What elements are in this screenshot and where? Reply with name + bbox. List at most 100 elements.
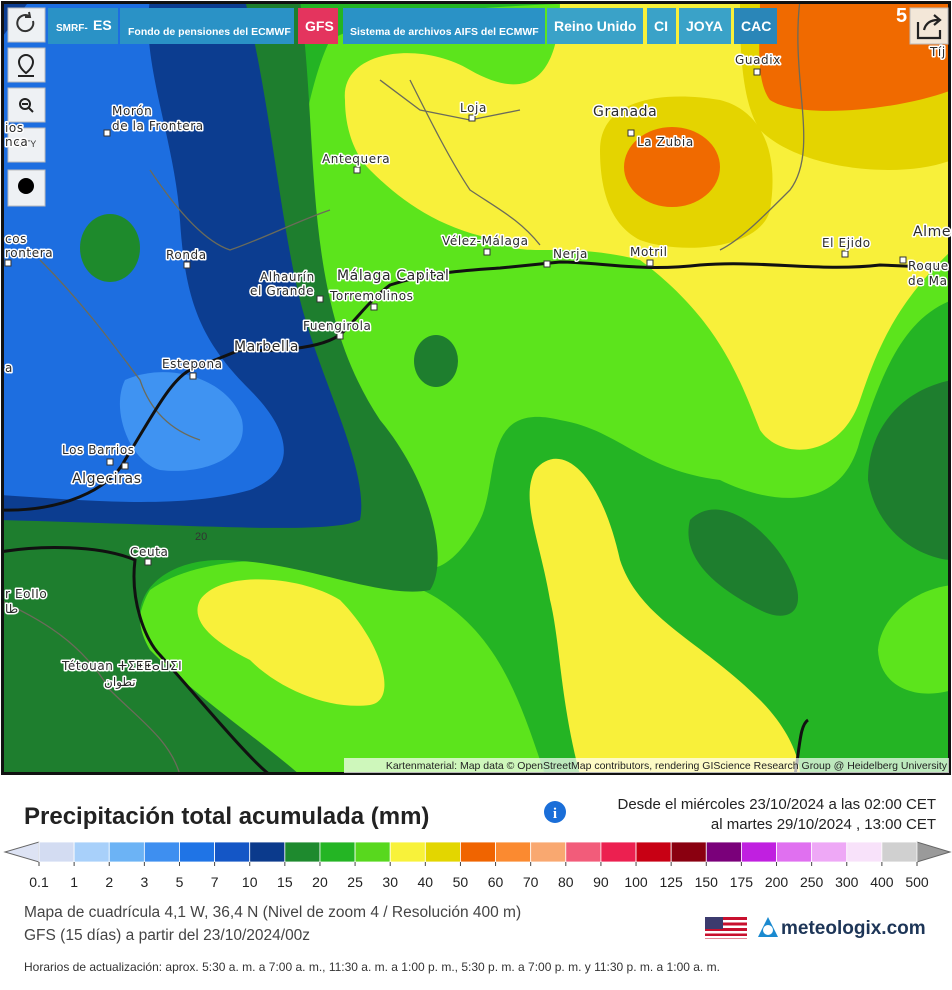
share-icon [916, 14, 942, 40]
scale-label: 10 [242, 874, 258, 890]
place-label: El Ejido [822, 236, 871, 250]
place-label: Motril [630, 245, 668, 259]
place-label: Los Barrios [62, 443, 135, 457]
top-button[interactable] [547, 8, 643, 44]
scale-cell [495, 841, 532, 863]
place-label: Torremolinos [329, 289, 414, 303]
scale-cell [179, 841, 215, 863]
legend-title: Precipitación total acumulada (mm) [24, 803, 429, 830]
top-button[interactable] [679, 8, 731, 44]
grid-label: 20 [195, 531, 207, 543]
top-button[interactable] [48, 8, 118, 44]
top-button[interactable] [120, 8, 294, 44]
brand[interactable]: meteologix.com [781, 918, 926, 939]
scale-label: 2 [105, 874, 113, 890]
top-button[interactable] [298, 8, 338, 44]
place-label: Tétouan ⵜⵉⵟⵟⴰⵡⵉⵏ [61, 659, 182, 673]
zoom-icon [22, 103, 34, 113]
place-dot [144, 558, 152, 566]
info-icon-glyph: i [553, 806, 557, 822]
place-label: Loja [460, 101, 487, 115]
scale-label: 80 [558, 874, 574, 890]
scale-cell [284, 841, 321, 863]
scale-cell [705, 841, 742, 863]
scale-label: 150 [695, 874, 719, 890]
scale-cell [530, 841, 567, 863]
place-label: Antequera [322, 152, 390, 166]
scale-label: 40 [418, 874, 434, 890]
place-label: ios [5, 121, 24, 135]
place-label: de la Frontera [112, 119, 204, 133]
info-icon[interactable] [544, 801, 566, 823]
period-end: al martes 29/10/2024 , 13:00 CET [711, 816, 936, 833]
scale-label: 30 [382, 874, 398, 890]
place-dot [646, 259, 654, 267]
scale-label: 60 [488, 874, 504, 890]
share-button[interactable] [909, 7, 949, 45]
reload-button[interactable] [7, 7, 46, 43]
scale-cell [214, 841, 251, 863]
place-dot [370, 303, 378, 311]
grid-info: Mapa de cuadrícula 4,1 W, 36,4 N (Nivel … [24, 904, 521, 921]
scale-label: 200 [765, 874, 789, 890]
top-button-label: Fondo de pensiones del ECMWF [128, 26, 291, 38]
place-label: nca [5, 135, 28, 149]
top-button[interactable] [647, 8, 676, 44]
place-label: Vélez-Málaga [442, 234, 529, 248]
place-label: Roque [908, 259, 949, 273]
top-button-label: SMRF- [56, 23, 88, 34]
corner-label: 5 [896, 5, 907, 27]
place-label: el Grande [250, 284, 314, 298]
scale-cell [354, 841, 391, 863]
scale-cell [460, 841, 496, 863]
scale-cell [635, 841, 672, 863]
place-dot [183, 261, 191, 269]
top-buttons: SMRF- ES Fondo de pensiones del ECMWF GFS Si… [48, 8, 777, 44]
scale-cell [249, 841, 286, 863]
scale-label: 7 [211, 874, 219, 890]
scale-label: 70 [523, 874, 539, 890]
scale-cell [73, 841, 110, 863]
top-button[interactable] [343, 8, 545, 44]
top-button-label: Reino Unido [554, 18, 636, 34]
place-dot [336, 332, 344, 340]
brand-logo [763, 925, 773, 935]
place-label: Ronda [166, 248, 207, 262]
update-schedule: Horarios de actualización: aprox. 5:30 a… [24, 960, 720, 974]
city-button[interactable] [7, 127, 46, 163]
top-button-label: CI [654, 18, 668, 34]
top-button[interactable] [734, 8, 777, 44]
place-label: rontera [5, 246, 53, 260]
period-start: Desde el miércoles 23/10/2024 a las 02:0… [617, 796, 936, 813]
scale-cell [389, 841, 426, 863]
place-dot [753, 68, 761, 76]
place-dot [316, 295, 324, 303]
top-button-label: Sistema de archivos AIFS del ECMWF [350, 26, 539, 38]
place-dot [841, 250, 849, 258]
map-frame [1, 1, 951, 775]
place-dot [627, 129, 635, 137]
balloon-icon [18, 178, 34, 194]
place-label: Granada [593, 104, 657, 120]
scale-label: 400 [870, 874, 894, 890]
place-label: Fuengirola [303, 319, 372, 333]
place-label: طا [5, 602, 18, 616]
scale-label: 300 [835, 874, 859, 890]
place-label: Málaga Capital [337, 268, 450, 284]
scale-label: 50 [453, 874, 469, 890]
model-info: GFS (15 días) a partir del 23/10/2024/00… [24, 927, 310, 944]
place-label: Estepona [162, 357, 223, 371]
top-button-label: JOYA [686, 18, 723, 34]
scale-label: 25 [347, 874, 363, 890]
reload-icon [16, 11, 35, 33]
scale-label: 250 [800, 874, 824, 890]
place-dot [189, 372, 197, 380]
place-dot [543, 260, 551, 268]
zoom-icon [19, 98, 31, 110]
scale-label: 175 [730, 874, 754, 890]
scale-cell [38, 841, 75, 863]
place-label: a [5, 361, 13, 375]
place-label: r EoIIo [5, 587, 47, 601]
scale-cell [424, 841, 461, 863]
